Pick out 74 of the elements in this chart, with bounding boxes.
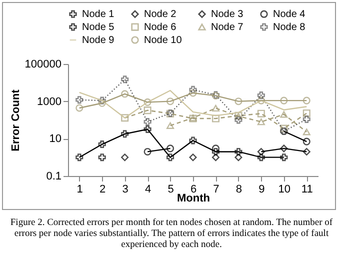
point (234, 148, 242, 156)
point (212, 154, 220, 162)
point (257, 118, 265, 126)
point (98, 154, 106, 162)
point (302, 148, 310, 156)
point (212, 148, 220, 156)
point (257, 92, 265, 100)
point (280, 96, 288, 104)
x-tick-label: 5 (168, 184, 174, 196)
x-tick-label: 8 (236, 184, 242, 196)
legend-label: Node 3 (211, 9, 244, 20)
x-tick-label: 3 (122, 184, 128, 196)
point (280, 124, 288, 132)
point (144, 106, 152, 114)
point (166, 154, 174, 162)
point (121, 90, 129, 98)
legend-label: Node 5 (82, 22, 115, 33)
point (144, 125, 152, 133)
point (257, 96, 265, 104)
point (144, 98, 152, 106)
legend-label: Node 7 (211, 22, 244, 33)
y-tick-label: 100000 (24, 58, 62, 70)
point (280, 111, 288, 118)
legend-label: Node 9 (82, 35, 115, 46)
x-axis-title: Month (177, 192, 210, 204)
point (257, 110, 265, 118)
point (302, 128, 310, 136)
legend-label: Node 1 (82, 9, 115, 20)
point (121, 154, 129, 162)
point (98, 99, 106, 107)
y-axis-title: Error Count (10, 89, 22, 152)
legend-label: Node 8 (273, 22, 306, 33)
point (98, 140, 106, 148)
point (166, 98, 174, 106)
x-tick-label: 11 (301, 184, 313, 196)
x-tick-label: 2 (100, 184, 106, 196)
point (212, 104, 220, 112)
caption: Figure 2. Corrected errors per month for ten nodes chosen at random. The number of errors per node varies substantially. The pattern of errors indicates the type of fault experienced by each node. (10, 218, 333, 251)
point (144, 118, 152, 126)
point (212, 144, 220, 152)
point (257, 154, 265, 162)
x-tick-label: 7 (213, 184, 220, 196)
point (302, 115, 310, 123)
point (257, 148, 265, 156)
point (166, 144, 174, 152)
point (234, 116, 242, 124)
point (76, 154, 84, 162)
point (280, 144, 288, 152)
point (189, 136, 197, 144)
point (166, 122, 174, 129)
point (234, 154, 242, 162)
legend-label: Node 6 (144, 22, 177, 33)
point (234, 98, 242, 106)
x-tick-label: 4 (144, 184, 152, 196)
point (189, 89, 197, 97)
legend-label: Node 2 (144, 9, 177, 20)
point (121, 130, 129, 138)
legend-label: Node 10 (144, 35, 182, 46)
y-tick-label: 0.1 (46, 170, 62, 182)
point (302, 109, 310, 118)
point (121, 76, 129, 84)
point (121, 114, 129, 122)
point (189, 154, 197, 162)
point (280, 154, 288, 162)
point (98, 96, 106, 104)
point (189, 86, 197, 94)
x-tick-label: 6 (190, 184, 197, 196)
x-tick-label: 10 (278, 184, 291, 196)
y-tick-label: 1000 (37, 96, 62, 108)
x-tick-label: 1 (76, 184, 83, 196)
legend-label: Node 4 (273, 9, 306, 20)
point (76, 96, 84, 104)
y-tick-label: 10 (49, 133, 62, 146)
x-tick-label: 9 (258, 184, 265, 196)
